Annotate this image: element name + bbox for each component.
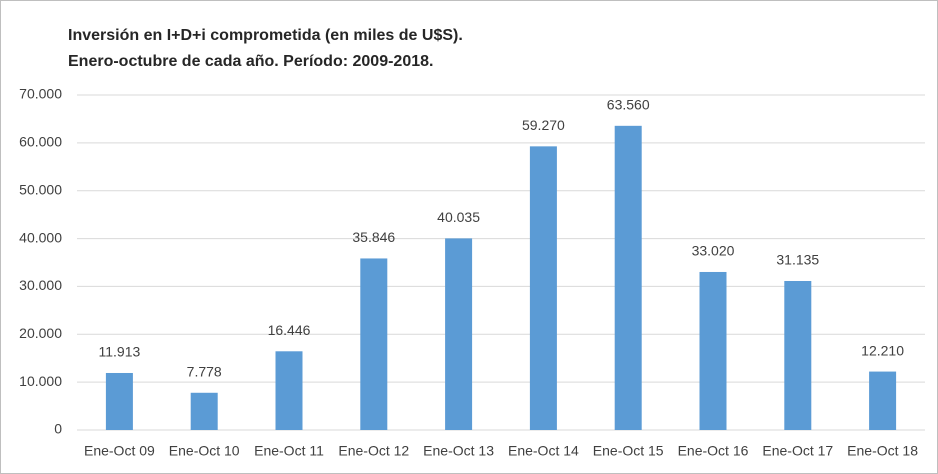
x-tick-label: Ene-Oct 15 — [593, 443, 664, 459]
x-tick-label: Ene-Oct 13 — [423, 443, 494, 459]
y-tick-label: 10.000 — [19, 373, 62, 389]
bar — [105, 372, 133, 430]
value-label: 40.035 — [437, 209, 480, 225]
bar — [445, 238, 473, 430]
value-label: 63.560 — [607, 97, 650, 113]
x-tick-label: Ene-Oct 18 — [847, 443, 918, 459]
bar — [275, 351, 303, 430]
y-tick-label: 0 — [54, 421, 62, 437]
value-label: 35.846 — [352, 229, 395, 245]
value-label: 31.135 — [776, 252, 819, 268]
chart-subtitle: Enero-octubre de cada año. Período: 2009… — [68, 53, 433, 70]
bar — [614, 125, 642, 430]
x-tick-label: Ene-Oct 16 — [678, 443, 749, 459]
x-tick-label: Ene-Oct 11 — [254, 443, 324, 459]
y-tick-label: 70.000 — [19, 86, 62, 102]
value-label: 7.778 — [187, 363, 222, 379]
bar — [190, 392, 218, 430]
value-label: 16.446 — [268, 322, 311, 338]
x-tick-label: Ene-Oct 09 — [84, 443, 155, 459]
y-tick-label: 30.000 — [19, 277, 62, 293]
chart-title: Inversión en I+D+i comprometida (en mile… — [68, 27, 463, 44]
bar — [784, 280, 812, 430]
y-tick-label: 40.000 — [19, 229, 62, 245]
value-label: 12.210 — [861, 342, 904, 358]
value-label: 11.913 — [99, 344, 141, 360]
y-tick-label: 20.000 — [19, 325, 62, 341]
y-tick-label: 50.000 — [19, 181, 62, 197]
bar — [529, 146, 557, 430]
bar — [360, 258, 388, 430]
bar — [869, 371, 897, 430]
x-tick-label: Ene-Oct 17 — [762, 443, 833, 459]
value-label: 59.270 — [522, 117, 565, 133]
x-tick-label: Ene-Oct 14 — [508, 443, 579, 459]
bar — [699, 271, 727, 430]
x-tick-label: Ene-Oct 10 — [169, 443, 240, 459]
y-tick-label: 60.000 — [19, 134, 62, 150]
value-label: 33.020 — [692, 243, 735, 259]
x-tick-label: Ene-Oct 12 — [338, 443, 409, 459]
